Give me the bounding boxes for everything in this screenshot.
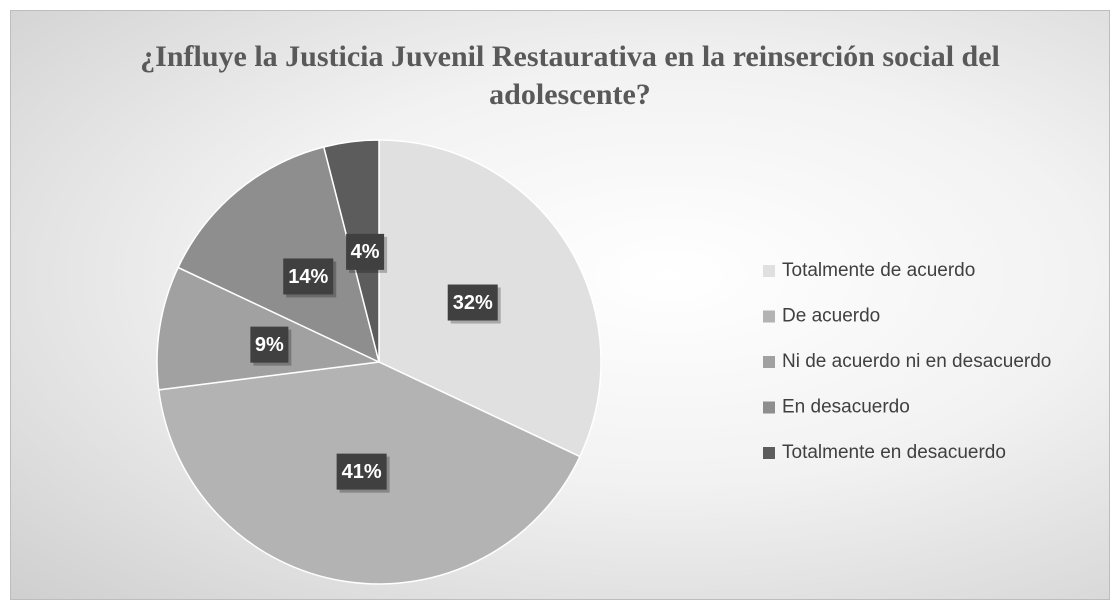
legend-label: De acuerdo xyxy=(782,306,880,327)
pie-slice xyxy=(177,146,381,364)
legend-label: En desacuerdo xyxy=(782,397,910,418)
data-label: 14% xyxy=(288,266,328,288)
legend-label: Totalmente de acuerdo xyxy=(782,260,975,281)
data-label: 4% xyxy=(351,241,380,263)
data-label: 9% xyxy=(255,334,284,356)
legend-swatch xyxy=(763,447,775,459)
legend-label: Totalmente en desacuerdo xyxy=(782,442,1006,463)
data-label: 32% xyxy=(453,292,493,314)
data-label-box xyxy=(447,284,498,321)
legend-swatch xyxy=(763,356,775,368)
data-label-box xyxy=(336,453,387,490)
legend-label: Ni de acuerdo ni en desacuerdo xyxy=(782,351,1051,372)
data-label-box xyxy=(283,258,334,295)
legend-swatch xyxy=(763,401,775,414)
legend-swatch xyxy=(763,265,775,277)
data-label: 41% xyxy=(342,461,382,483)
data-label-box xyxy=(346,233,385,270)
data-label-box xyxy=(250,326,289,363)
chart-title: ¿Influye la Justicia Juvenil Restaurativ… xyxy=(140,40,1000,111)
legend-swatch xyxy=(763,310,775,323)
